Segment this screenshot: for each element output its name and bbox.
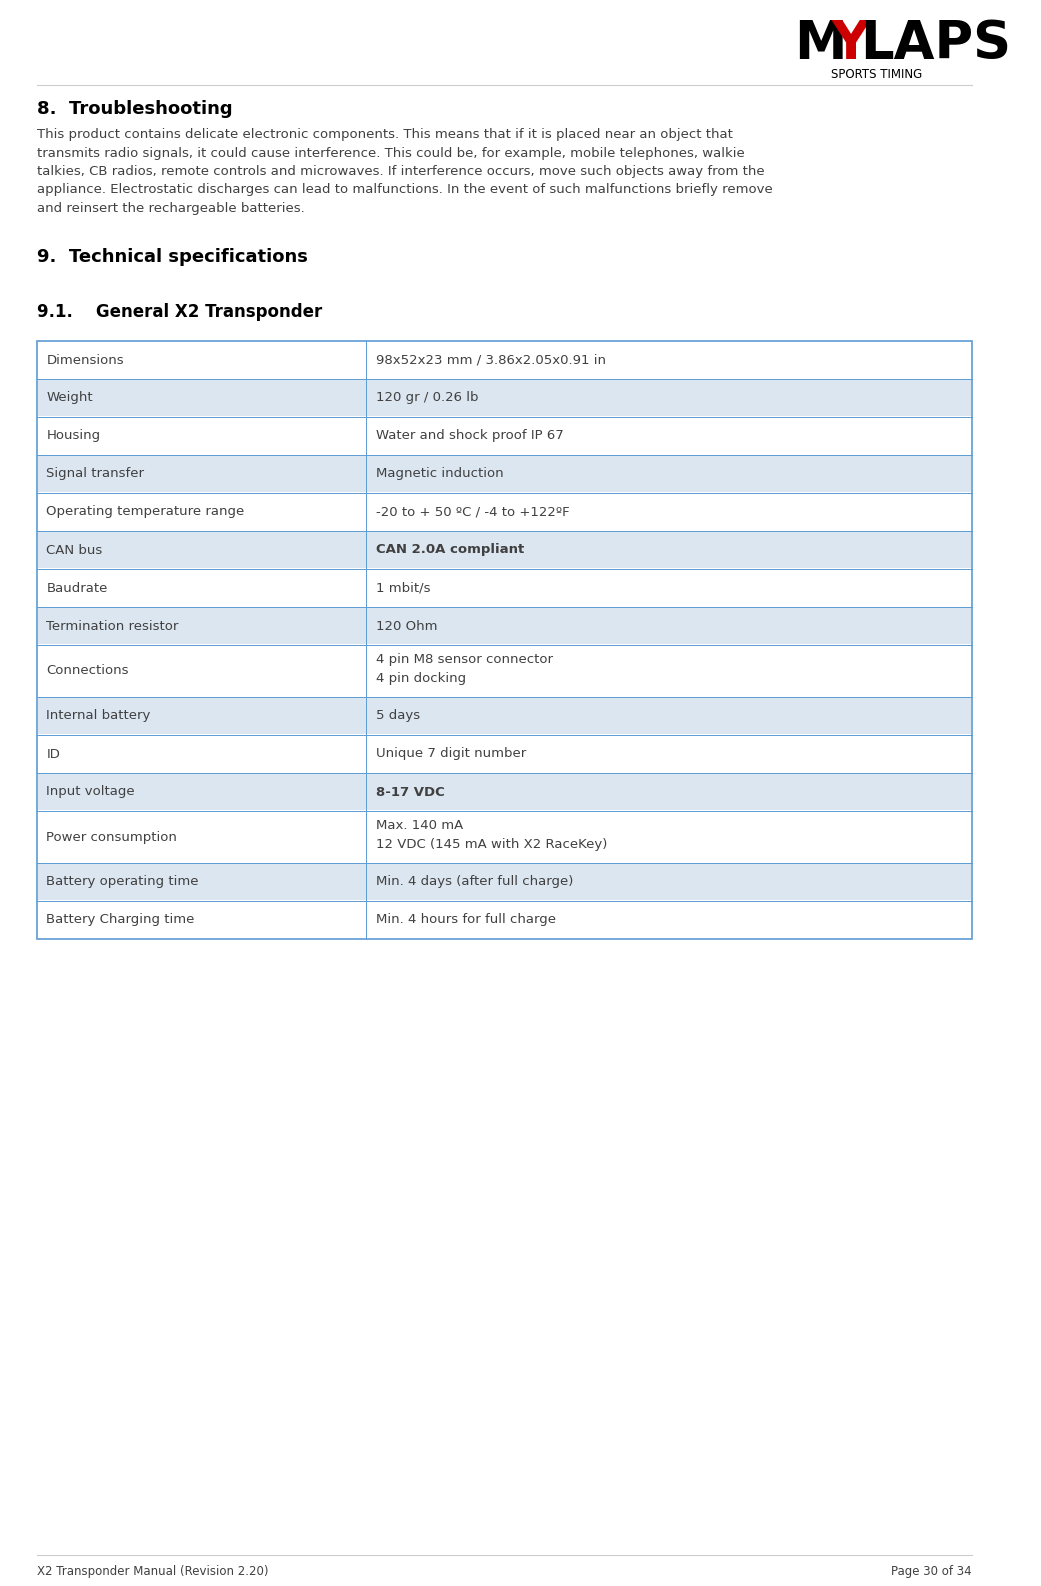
Text: Min. 4 days (after full charge): Min. 4 days (after full charge) bbox=[376, 875, 574, 888]
Text: Power consumption: Power consumption bbox=[47, 831, 177, 844]
Bar bbox=[37, 774, 970, 810]
Text: Dimensions: Dimensions bbox=[47, 354, 124, 366]
Text: 8.  Troubleshooting: 8. Troubleshooting bbox=[36, 100, 232, 117]
Text: 120 Ohm: 120 Ohm bbox=[376, 620, 437, 633]
Text: Magnetic induction: Magnetic induction bbox=[376, 468, 504, 481]
Text: Baudrate: Baudrate bbox=[47, 582, 108, 595]
Text: Weight: Weight bbox=[47, 392, 93, 404]
Text: 9.1.    General X2 Transponder: 9.1. General X2 Transponder bbox=[36, 303, 322, 320]
Text: Signal transfer: Signal transfer bbox=[47, 468, 145, 481]
Text: 4 pin M8 sensor connector: 4 pin M8 sensor connector bbox=[376, 653, 553, 666]
Text: X2 Transponder Manual (Revision 2.20): X2 Transponder Manual (Revision 2.20) bbox=[36, 1565, 269, 1578]
Text: Unique 7 digit number: Unique 7 digit number bbox=[376, 747, 526, 761]
Text: CAN 2.0A compliant: CAN 2.0A compliant bbox=[376, 544, 524, 557]
Text: SPORTS TIMING: SPORTS TIMING bbox=[831, 68, 922, 81]
Text: Page 30 of 34: Page 30 of 34 bbox=[891, 1565, 971, 1578]
Text: 1 mbit/s: 1 mbit/s bbox=[376, 582, 430, 595]
Text: Max. 140 mA: Max. 140 mA bbox=[376, 818, 463, 833]
Text: Housing: Housing bbox=[47, 430, 101, 442]
Text: -20 to + 50 ºC / -4 to +122ºF: -20 to + 50 ºC / -4 to +122ºF bbox=[376, 506, 569, 519]
Text: Termination resistor: Termination resistor bbox=[47, 620, 179, 633]
Text: 5 days: 5 days bbox=[376, 709, 420, 723]
Text: Water and shock proof IP 67: Water and shock proof IP 67 bbox=[376, 430, 563, 442]
Text: M: M bbox=[794, 17, 847, 70]
Text: Internal battery: Internal battery bbox=[47, 709, 151, 723]
Text: Connections: Connections bbox=[47, 665, 129, 677]
Text: Battery Charging time: Battery Charging time bbox=[47, 914, 195, 926]
Bar bbox=[37, 381, 970, 416]
Text: 9.  Technical specifications: 9. Technical specifications bbox=[36, 247, 308, 266]
Bar bbox=[37, 607, 970, 644]
Text: 120 gr / 0.26 lb: 120 gr / 0.26 lb bbox=[376, 392, 479, 404]
Text: Operating temperature range: Operating temperature range bbox=[47, 506, 245, 519]
Text: This product contains delicate electronic components. This means that if it is p: This product contains delicate electroni… bbox=[36, 128, 772, 216]
Text: Input voltage: Input voltage bbox=[47, 785, 135, 798]
Bar bbox=[37, 531, 970, 568]
Text: 12 VDC (145 mA with X2 RaceKey): 12 VDC (145 mA with X2 RaceKey) bbox=[376, 837, 607, 852]
Text: Battery operating time: Battery operating time bbox=[47, 875, 199, 888]
Text: 8-17 VDC: 8-17 VDC bbox=[376, 785, 445, 798]
Text: 4 pin docking: 4 pin docking bbox=[376, 672, 466, 685]
Bar bbox=[36, 341, 971, 939]
Bar bbox=[37, 864, 970, 899]
Text: LAPS: LAPS bbox=[860, 17, 1012, 70]
Bar bbox=[37, 457, 970, 492]
Text: CAN bus: CAN bus bbox=[47, 544, 103, 557]
Text: Min. 4 hours for full charge: Min. 4 hours for full charge bbox=[376, 914, 556, 926]
Bar bbox=[37, 698, 970, 734]
Text: Y: Y bbox=[831, 17, 869, 70]
Text: 98x52x23 mm / 3.86x2.05x0.91 in: 98x52x23 mm / 3.86x2.05x0.91 in bbox=[376, 354, 606, 366]
Text: ID: ID bbox=[47, 747, 60, 761]
